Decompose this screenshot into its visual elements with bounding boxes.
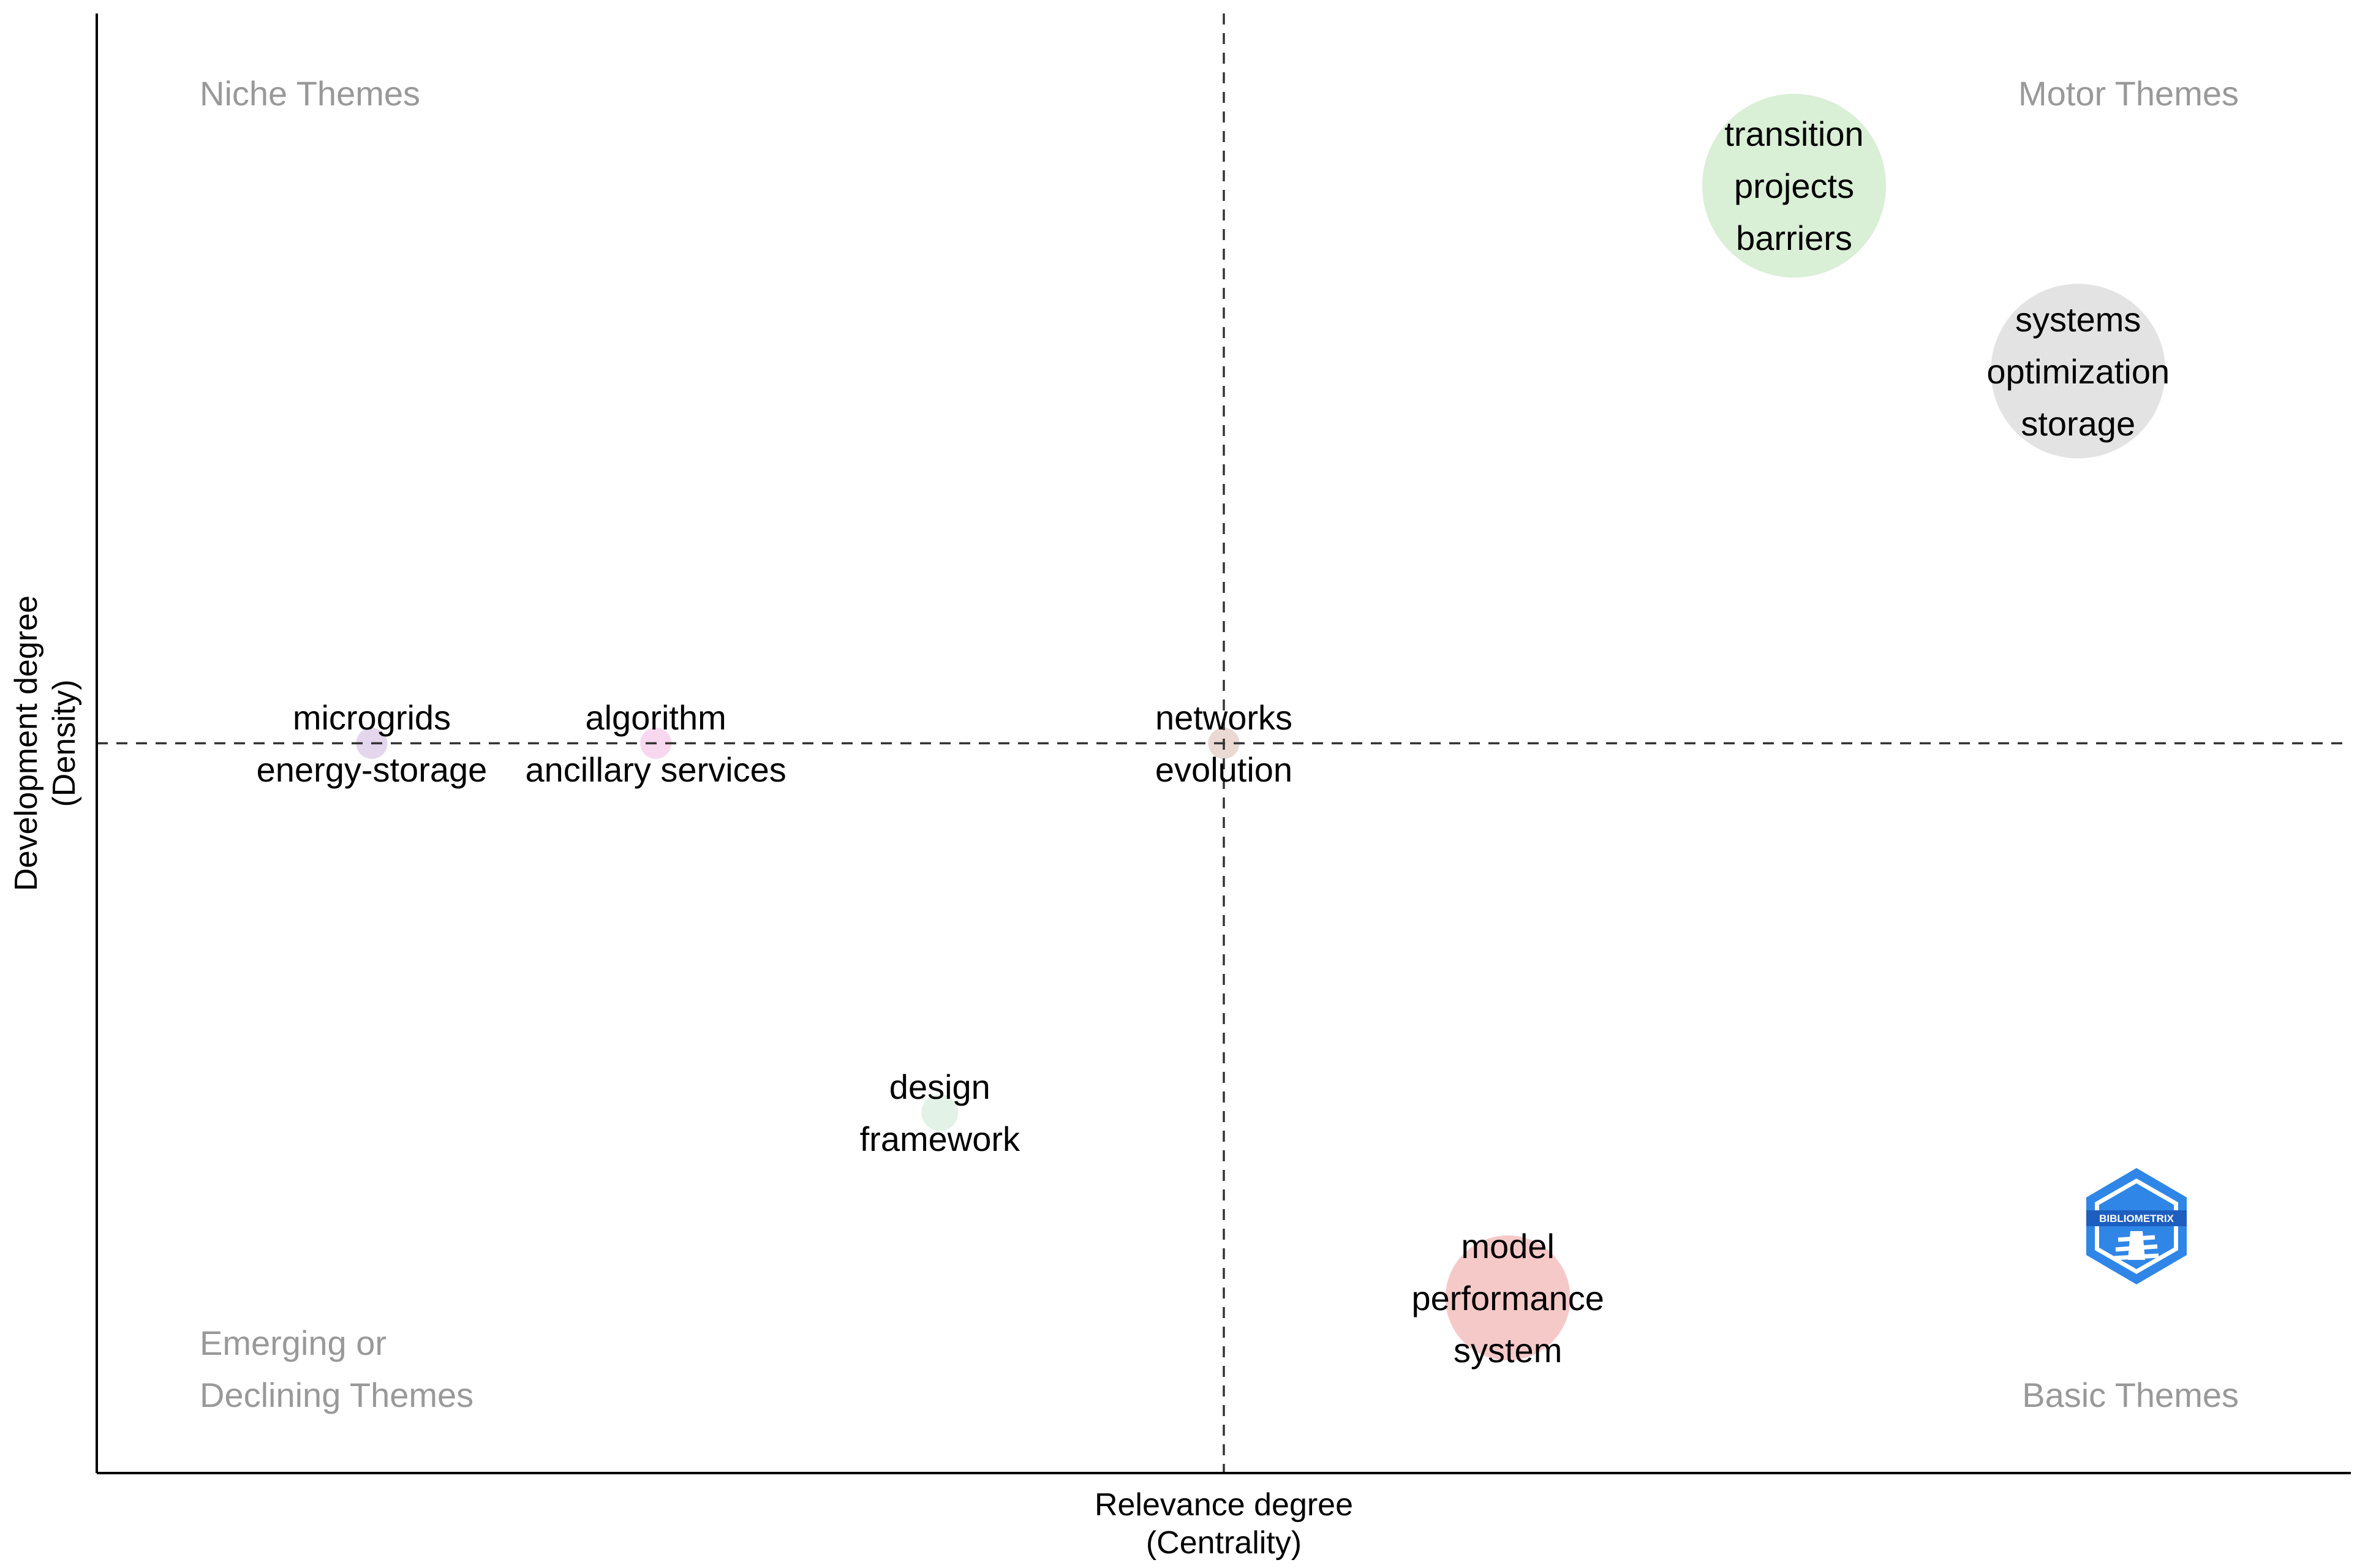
quadrant-label-basic: Basic Themes bbox=[2022, 1376, 2239, 1414]
logo-banner bbox=[2086, 1210, 2187, 1226]
theme-label-design: framework bbox=[860, 1120, 1020, 1158]
theme-label-systems: storage bbox=[2021, 404, 2135, 443]
theme-label-networks: evolution bbox=[1155, 750, 1292, 789]
quadrant-label-emerging: Declining Themes bbox=[200, 1376, 473, 1414]
quadrant-label-motor: Motor Themes bbox=[2018, 74, 2239, 113]
quadrant-label-emerging: Emerging or bbox=[200, 1324, 387, 1362]
quadrant-label-niche: Niche Themes bbox=[200, 74, 420, 113]
x-axis-title: (Centrality) bbox=[1146, 1525, 1302, 1561]
y-axis-title: Development degree bbox=[9, 595, 44, 891]
logo-text: BIBLIOMETRIX bbox=[2099, 1213, 2174, 1224]
theme-label-design: design bbox=[889, 1068, 990, 1106]
logo-tower-stripes bbox=[2114, 1235, 2159, 1261]
bubble-systems bbox=[1991, 284, 2166, 459]
theme-label-systems: optimization bbox=[1986, 352, 2170, 391]
theme-label-microgrids: microgrids bbox=[293, 698, 451, 737]
theme-label-algorithm: algorithm bbox=[585, 698, 726, 737]
theme-label-networks: networks bbox=[1155, 698, 1292, 737]
theme-label-algorithm: ancillary services bbox=[525, 750, 786, 789]
x-axis-title: Relevance degree bbox=[1095, 1487, 1353, 1523]
theme-label-transition: transition bbox=[1724, 115, 1863, 153]
reference-lines bbox=[97, 13, 2351, 1473]
theme-label-systems: systems bbox=[2015, 300, 2141, 339]
y-axis-title-group: Development degree (Density) bbox=[9, 595, 82, 891]
bubble-model bbox=[1445, 1235, 1571, 1361]
theme-label-transition: projects bbox=[1734, 167, 1854, 205]
axes bbox=[96, 13, 2351, 1474]
theme-label-model: system bbox=[1454, 1331, 1562, 1370]
theme-label-model: model bbox=[1461, 1227, 1555, 1265]
theme-label-model: performance bbox=[1411, 1279, 1604, 1317]
bubble-transition bbox=[1702, 94, 1887, 278]
theme-label-transition: barriers bbox=[1736, 219, 1852, 257]
bubble-design bbox=[921, 1094, 959, 1131]
theme-label-microgrids: energy-storage bbox=[257, 750, 488, 789]
bibliometrix-logo: BIBLIOMETRIX bbox=[2086, 1168, 2187, 1284]
y-axis-title: (Density) bbox=[47, 679, 82, 807]
labels-layer: transition projects barriers systems optimiz… bbox=[9, 74, 2239, 1561]
